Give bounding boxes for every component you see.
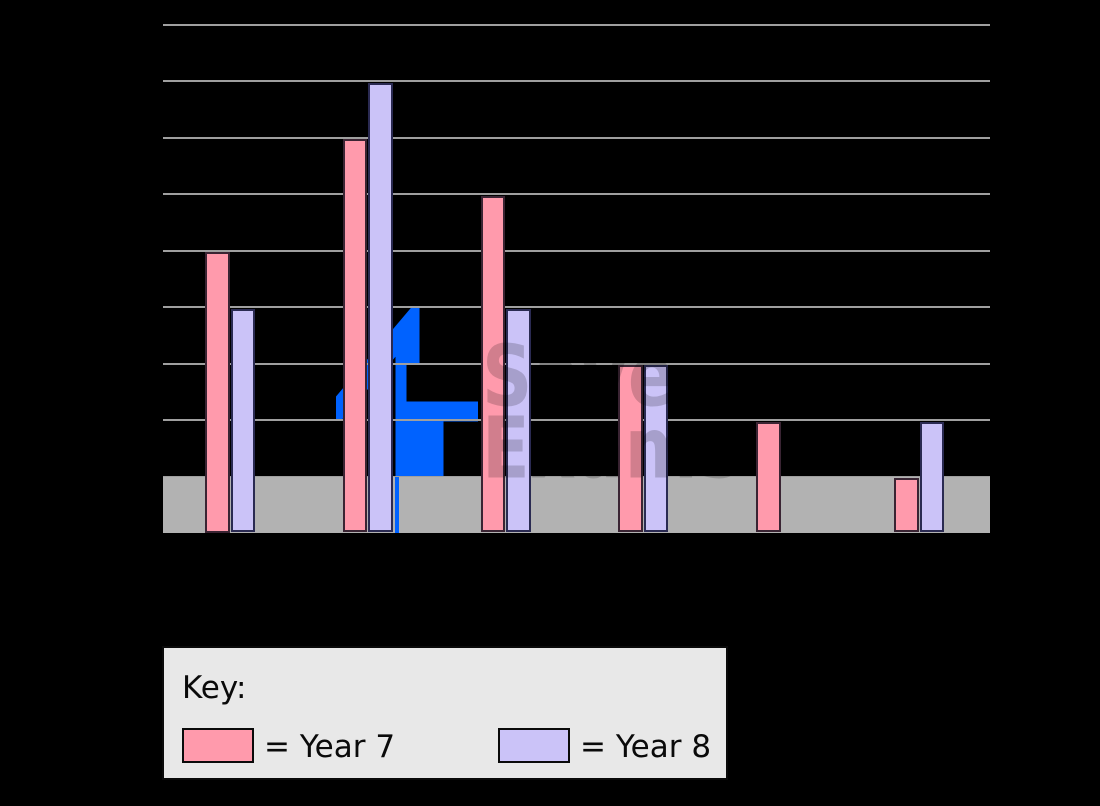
logo-upper-stem <box>395 306 420 364</box>
watermark-text-line2: Exams <box>482 398 742 498</box>
bar-year-8-group-3 <box>506 308 531 533</box>
bar-year-7-group-1 <box>205 252 230 533</box>
legend-swatch-year8 <box>498 728 570 763</box>
gridline-7 <box>163 136 990 139</box>
bar-year-8-group-1 <box>230 308 255 533</box>
bar-year-8-group-4 <box>643 365 669 533</box>
gridline-4 <box>163 306 990 309</box>
bar-year-7-group-6 <box>894 478 919 533</box>
bar-year-7-group-3 <box>480 195 506 533</box>
bar-year-8-group-6 <box>919 421 945 533</box>
bar-year-7-group-5 <box>756 421 781 533</box>
gridline-6 <box>163 193 990 196</box>
legend-box: Key: = Year 7 = Year 8 <box>162 646 728 780</box>
gridline-8 <box>163 80 990 83</box>
gridline-2 <box>163 419 990 422</box>
bar-year-8-group-2 <box>368 82 393 533</box>
x-axis-band <box>163 477 990 533</box>
legend-title: Key: <box>182 670 247 706</box>
logo-narrow-stem <box>395 363 407 403</box>
gridline-3 <box>163 362 990 365</box>
logo-lower-block <box>395 421 444 478</box>
bar-year-7-group-2 <box>342 139 368 533</box>
watermark-text-line1: Save <box>482 326 677 426</box>
legend-label-year8: = Year 8 <box>580 729 712 765</box>
legend-swatch-year7 <box>182 728 254 763</box>
legend-label-year7: = Year 7 <box>264 729 396 765</box>
gridline-5 <box>163 249 990 252</box>
watermark-logo-tail <box>394 477 399 533</box>
gridline-9 <box>163 23 990 26</box>
gridline-1 <box>163 475 990 478</box>
bar-year-7-group-4 <box>618 365 643 533</box>
